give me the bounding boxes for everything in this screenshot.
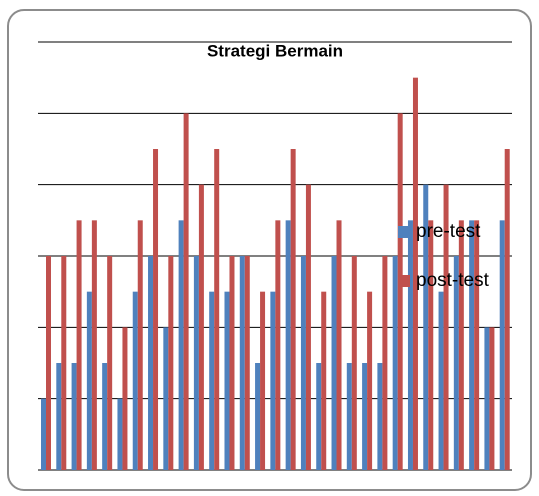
bar [285,220,291,470]
bar [382,256,388,470]
bar [407,220,413,470]
bar [290,149,296,470]
bar [122,327,128,470]
bar [71,363,77,470]
bar [107,256,113,470]
bar [193,256,199,470]
bar [453,256,459,470]
bar [239,256,245,470]
bar [117,398,123,470]
bar [305,184,311,470]
bar [198,184,204,470]
bar [46,256,51,470]
bar [275,220,281,470]
bar [346,363,352,470]
bars [41,77,510,471]
bar [428,220,434,470]
bar [56,363,62,470]
bar [178,220,184,470]
bar [392,256,398,470]
bar [224,291,230,470]
bar [362,363,368,470]
bar [367,291,373,470]
bar [504,149,510,470]
bar [137,220,143,470]
bar [377,363,383,470]
bar [484,327,490,470]
bar [499,220,505,470]
bar [76,220,82,470]
legend-swatch [398,275,410,287]
legend: pre-test post-test [398,221,490,291]
bar [102,363,108,470]
bar [336,220,342,470]
chart-frame [7,9,532,491]
bar [41,398,46,470]
bar [91,220,97,470]
bar [168,256,174,470]
bar [244,256,250,470]
bar [148,256,154,470]
legend-label: post-test [416,270,490,291]
bar [270,291,276,470]
bar [260,291,266,470]
bar [412,77,418,471]
bar [229,256,235,470]
bar [183,113,189,470]
bar [351,256,357,470]
bar [331,256,337,470]
bar [474,220,480,470]
bar [86,291,92,470]
bar [153,149,159,470]
bar [255,363,261,470]
bar [163,327,169,470]
bar [443,184,449,470]
bar [423,184,429,470]
bar [397,113,403,470]
bar [61,256,67,470]
bar [321,291,327,470]
legend-label: pre-test [416,221,481,242]
bar [132,291,138,470]
bar [214,149,220,470]
bar [209,291,215,470]
bar [300,256,306,470]
bar [438,291,444,470]
bar [469,220,475,470]
bar [316,363,322,470]
chart-title: Strategi Bermain [207,41,343,60]
bar [458,220,464,470]
legend-swatch [398,226,410,238]
bar [489,327,495,470]
